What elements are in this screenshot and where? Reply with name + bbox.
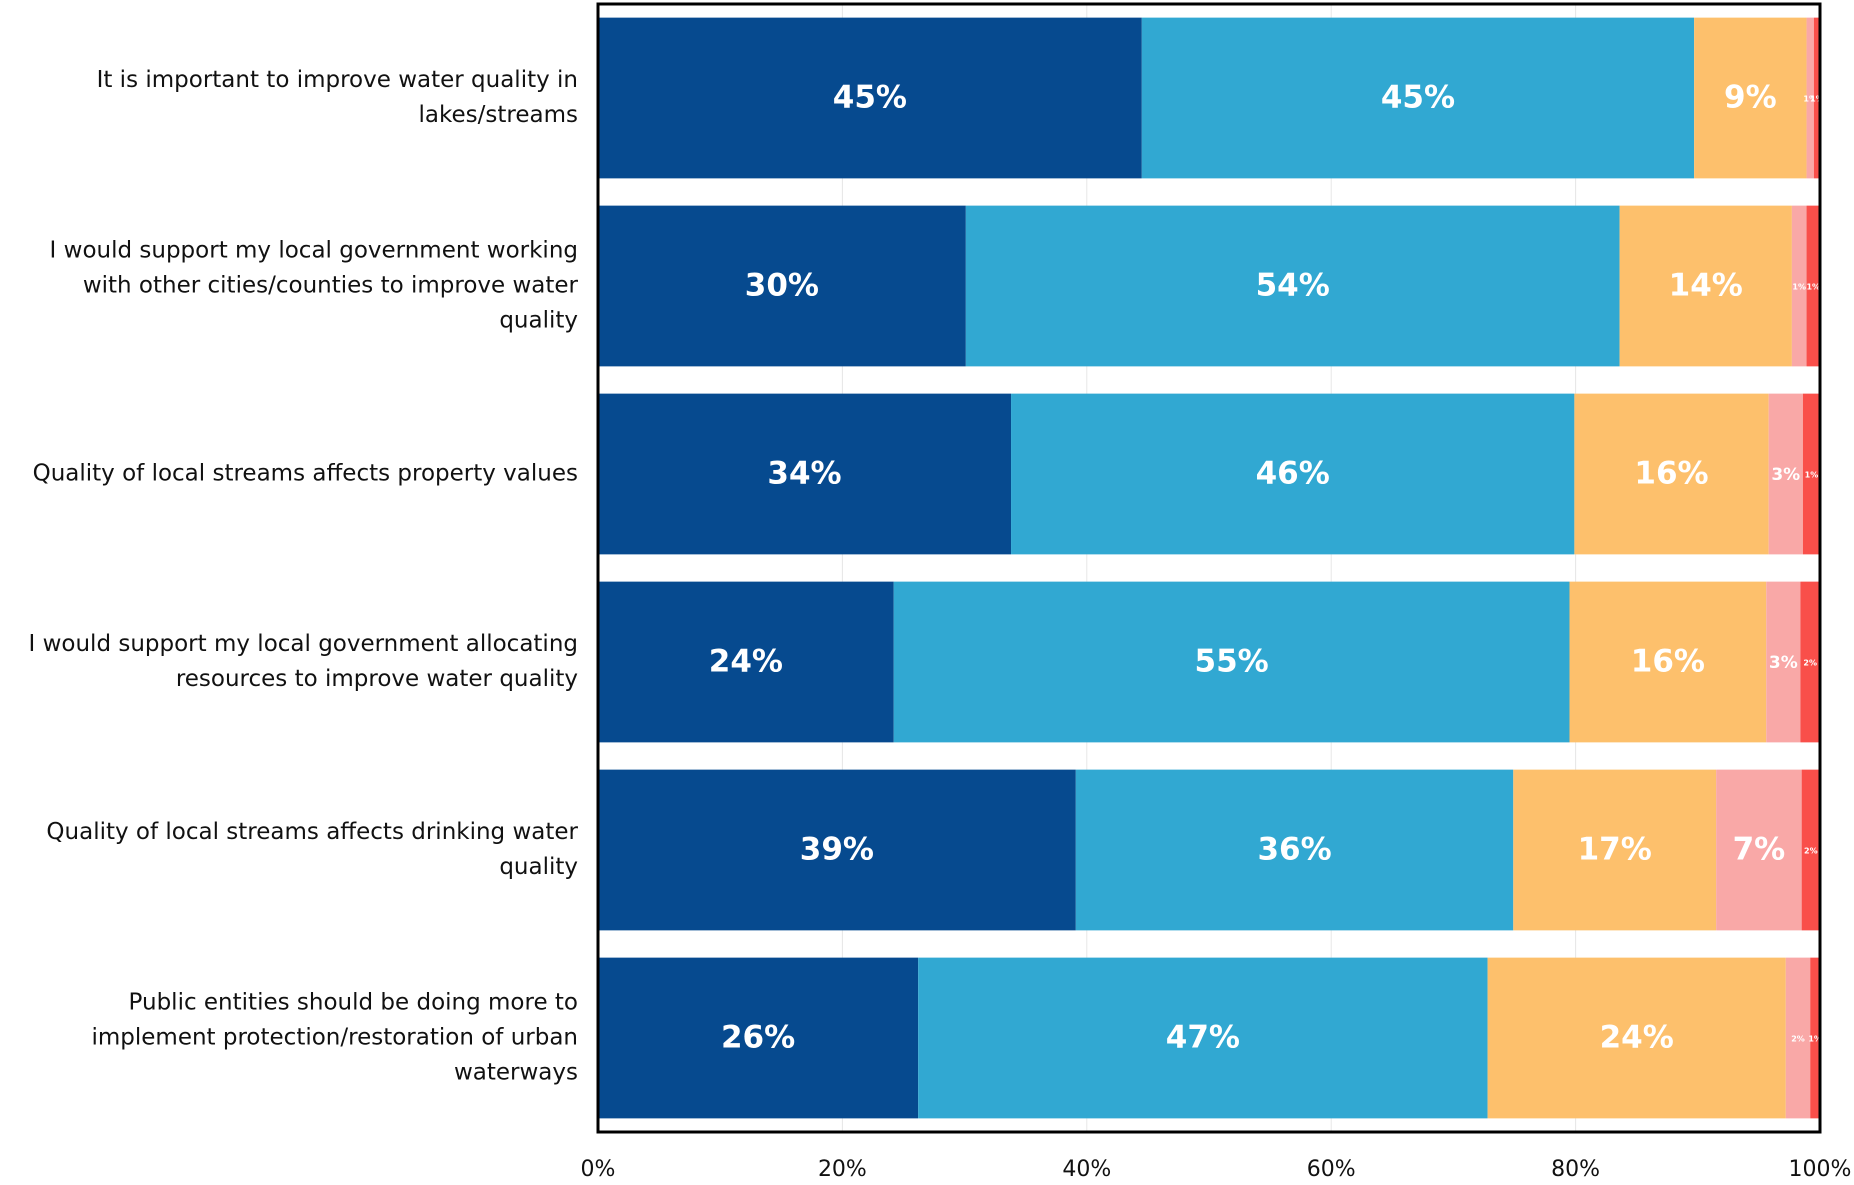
data-label: 1% [1808, 1035, 1822, 1044]
data-label: 2% [1804, 847, 1818, 856]
x-tick-label: 100% [1789, 1157, 1852, 1182]
bar-segment [1785, 957, 1811, 1119]
data-label: 17% [1578, 832, 1652, 868]
bar-segment [1806, 205, 1820, 367]
data-label: 9% [1724, 80, 1777, 116]
bar-segment [1574, 393, 1769, 555]
bar-segment [1800, 581, 1820, 743]
bar-segment [1791, 205, 1807, 367]
bar-segment [1768, 393, 1803, 555]
bar-segment [1569, 581, 1767, 743]
bar-segment [1141, 17, 1695, 179]
data-label: 54% [1256, 268, 1330, 304]
bar-segment [1619, 205, 1792, 367]
data-label: 1% [1805, 471, 1819, 480]
data-label: 45% [833, 80, 907, 116]
x-tick-label: 60% [1307, 1157, 1356, 1182]
data-label: 2% [1803, 659, 1817, 668]
data-label: 7% [1733, 832, 1786, 868]
data-label: 14% [1669, 268, 1743, 304]
bar-segment [1694, 17, 1807, 179]
bar-segment [1802, 393, 1820, 555]
bar-segment [598, 581, 894, 743]
bar-segment [598, 205, 966, 367]
data-label: 47% [1166, 1020, 1240, 1056]
data-label: 1% [1806, 283, 1820, 292]
bar-segment [1813, 17, 1820, 179]
bar-segment [1487, 957, 1786, 1119]
data-label: 36% [1257, 832, 1331, 868]
bar-segment [1766, 581, 1801, 743]
category-label: Quality of local streams affects propert… [32, 460, 578, 487]
category-label: I would support my local government work… [49, 237, 578, 334]
x-tick-label: 0% [581, 1157, 616, 1182]
bar-segment [1810, 957, 1820, 1119]
data-label: 26% [721, 1020, 795, 1056]
bar-segment [1801, 769, 1820, 931]
data-label: 39% [800, 832, 874, 868]
data-label: 2% [1791, 1035, 1805, 1044]
data-label: 45% [1381, 80, 1455, 116]
bar-segment [1716, 769, 1802, 931]
bar-segment [1011, 393, 1575, 555]
bar-segment [965, 205, 1620, 367]
bar-segment [598, 393, 1012, 555]
data-label: 1% [1803, 95, 1817, 104]
category-label: I would support my local government allo… [28, 631, 579, 692]
data-label: 3% [1769, 653, 1798, 673]
x-tick-label: 40% [1062, 1157, 1111, 1182]
data-label: 55% [1195, 644, 1269, 680]
bar-segment [918, 957, 1488, 1119]
data-label: 1% [1792, 283, 1806, 292]
bar-segment [598, 957, 919, 1119]
bar-segment [598, 17, 1142, 179]
data-label: 24% [709, 644, 783, 680]
data-label: 1% [1810, 95, 1824, 104]
bar-segment [1075, 769, 1514, 931]
data-label: 34% [767, 456, 841, 492]
data-label: 24% [1600, 1020, 1674, 1056]
x-tick-label: 20% [818, 1157, 867, 1182]
bar-segment [893, 581, 1570, 743]
plot-frame [596, 2, 1822, 1134]
bar-segment [598, 769, 1076, 931]
data-label: 46% [1256, 456, 1330, 492]
data-label: 30% [745, 268, 819, 304]
data-label: 3% [1771, 465, 1800, 485]
category-label: Public entities should be doing more to … [91, 989, 578, 1086]
category-label: Quality of local streams affects drinkin… [46, 819, 578, 880]
category-label: It is important to improve water quality… [96, 67, 578, 128]
bar-segment [1513, 769, 1717, 931]
data-label: 16% [1634, 456, 1708, 492]
x-tick-label: 80% [1551, 1157, 1600, 1182]
bar-segment [1806, 17, 1814, 179]
data-label: 16% [1631, 644, 1705, 680]
